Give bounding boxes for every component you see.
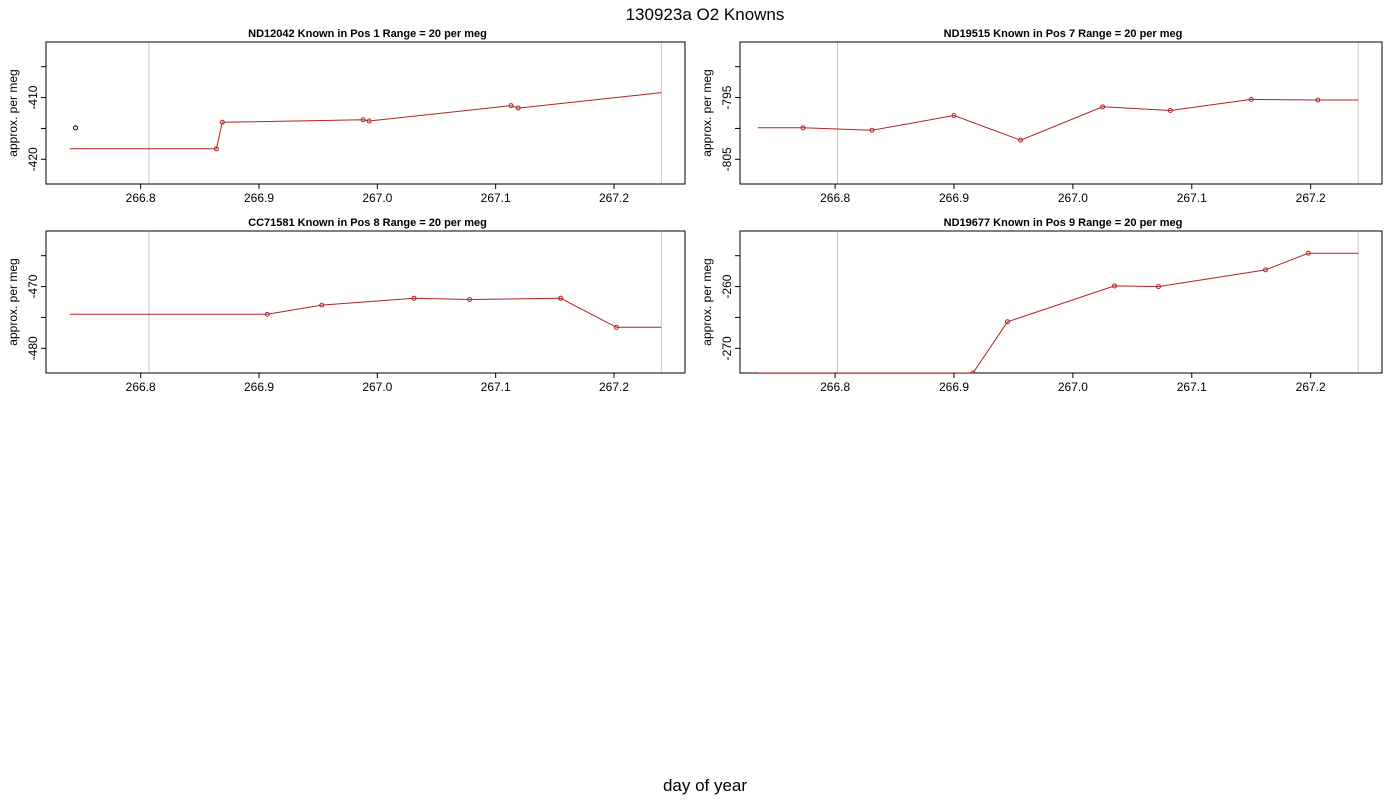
x-tick-label: 267.2	[599, 191, 629, 205]
data-point	[1305, 250, 1311, 256]
y-tick-label: -260	[720, 274, 734, 298]
data-point	[558, 295, 564, 301]
y-tick-label: -795	[720, 85, 734, 109]
data-point	[1100, 104, 1106, 110]
data-point	[1018, 137, 1024, 143]
data-point	[970, 370, 976, 373]
y-axis-label: approx. per meg	[6, 258, 20, 345]
series-group	[69, 295, 662, 330]
y-axis-label: approx. per meg	[700, 69, 714, 156]
plot-frame	[45, 41, 686, 185]
y-axis-label: approx. per meg	[700, 258, 714, 345]
panel-3: CC71581 Known in Pos 8 Range = 20 per me…	[6, 217, 686, 394]
data-point	[360, 117, 366, 123]
x-tick-label: 266.8	[820, 380, 850, 394]
y-tick-label: -270	[720, 336, 734, 360]
x-tick-label: 266.8	[126, 380, 156, 394]
y-tick-label: -420	[26, 147, 40, 171]
series-line	[757, 98, 1359, 141]
data-point	[213, 146, 219, 152]
series-group	[757, 96, 1359, 143]
data-point	[1155, 284, 1161, 290]
panel-title: ND19515 Known in Pos 7 Range = 20 per me…	[944, 28, 1183, 40]
y-tick-label: -480	[26, 336, 40, 360]
x-tick-label: 267.0	[1058, 380, 1088, 394]
data-point	[1248, 96, 1254, 102]
data-point	[219, 119, 225, 125]
figure-title: 130923a O2 Knowns	[626, 5, 785, 24]
x-tick-label: 266.8	[126, 191, 156, 205]
panel-4: ND19677 Known in Pos 9 Range = 20 per me…	[700, 217, 1383, 394]
data-point	[467, 297, 473, 303]
x-tick-label: 267.2	[599, 380, 629, 394]
series-line	[69, 92, 662, 150]
series-group	[69, 92, 662, 152]
data-point	[951, 112, 957, 118]
x-tick-label: 267.2	[1296, 380, 1326, 394]
panels: ND12042 Known in Pos 1 Range = 20 per me…	[6, 28, 1383, 394]
data-point	[1315, 97, 1321, 103]
x-tick-label: 267.1	[481, 380, 511, 394]
data-point	[319, 302, 325, 308]
data-point	[1167, 108, 1173, 114]
x-tick-label: 267.0	[362, 380, 392, 394]
x-tick-label: 266.9	[939, 191, 969, 205]
x-tick-label: 267.1	[1177, 191, 1207, 205]
data-point	[1262, 267, 1268, 273]
panel-title: ND12042 Known in Pos 1 Range = 20 per me…	[248, 28, 487, 40]
x-tick-label: 266.9	[939, 380, 969, 394]
x-tick-label: 267.1	[1177, 380, 1207, 394]
y-axis-label: approx. per meg	[6, 69, 20, 156]
data-point	[1112, 283, 1117, 289]
data-point	[613, 324, 619, 330]
data-point	[366, 118, 372, 124]
plot-frame	[739, 230, 1383, 374]
x-axis-label: day of year	[663, 776, 747, 795]
data-point	[800, 125, 806, 131]
panel-2: ND19515 Known in Pos 7 Range = 20 per me…	[700, 28, 1383, 205]
plot-frame	[45, 230, 686, 374]
x-tick-label: 266.9	[244, 191, 274, 205]
data-point	[515, 105, 521, 111]
plot-frame	[739, 41, 1383, 185]
data-point	[1005, 319, 1010, 325]
x-tick-label: 267.2	[1296, 191, 1326, 205]
x-tick-label: 266.9	[244, 380, 274, 394]
panel-1: ND12042 Known in Pos 1 Range = 20 per me…	[6, 28, 686, 205]
series-line	[69, 297, 662, 328]
data-point	[264, 311, 270, 317]
data-point	[73, 125, 79, 131]
y-tick-label: -410	[26, 85, 40, 109]
data-point	[411, 295, 417, 301]
series-line	[757, 252, 1359, 373]
x-tick-label: 267.0	[362, 191, 392, 205]
y-tick-label: -470	[26, 274, 40, 298]
series-group	[757, 250, 1359, 373]
x-tick-label: 267.0	[1058, 191, 1088, 205]
y-tick-label: -805	[720, 147, 734, 171]
x-tick-label: 266.8	[820, 191, 850, 205]
panel-title: CC71581 Known in Pos 8 Range = 20 per me…	[248, 217, 487, 229]
x-tick-label: 267.1	[481, 191, 511, 205]
data-point	[869, 127, 875, 133]
panel-title: ND19677 Known in Pos 9 Range = 20 per me…	[944, 217, 1183, 229]
data-point	[508, 103, 514, 109]
